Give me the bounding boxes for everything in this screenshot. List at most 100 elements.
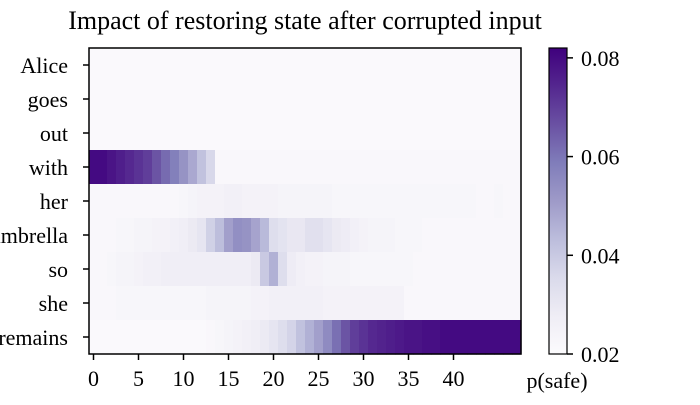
- heatmap-cell: [170, 218, 180, 253]
- heatmap-cell: [467, 320, 477, 355]
- heatmap-cell: [170, 286, 180, 321]
- y-tick-label: so: [48, 257, 68, 282]
- heatmap-cell: [395, 48, 405, 83]
- heatmap-cell: [152, 320, 162, 355]
- heatmap-cell: [323, 252, 333, 287]
- heatmap-cell: [323, 286, 333, 321]
- heatmap-cell: [395, 184, 405, 219]
- heatmap-cell: [215, 320, 225, 355]
- heatmap-cell: [350, 48, 360, 83]
- heatmap-cell: [413, 252, 423, 287]
- heatmap-cell: [278, 48, 288, 83]
- heatmap-cell: [296, 320, 306, 355]
- heatmap-cell: [377, 82, 387, 117]
- heatmap-cell: [341, 116, 351, 151]
- heatmap-cell: [134, 116, 144, 151]
- heatmap-cell: [143, 82, 153, 117]
- heatmap-cell: [125, 184, 135, 219]
- heatmap-cell: [503, 320, 513, 355]
- heatmap-cell: [305, 116, 315, 151]
- heatmap-cell: [512, 184, 522, 219]
- heatmap-cell: [503, 150, 513, 185]
- heatmap-cell: [206, 150, 216, 185]
- heatmap-cell: [314, 150, 324, 185]
- heatmap-cell: [404, 150, 414, 185]
- heatmap-cell: [305, 286, 315, 321]
- heatmap-cell: [413, 320, 423, 355]
- heatmap-cell: [449, 48, 459, 83]
- heatmap-cell: [134, 286, 144, 321]
- heatmap-cell: [512, 116, 522, 151]
- heatmap-cell: [233, 82, 243, 117]
- heatmap-cell: [233, 218, 243, 253]
- heatmap-cell: [143, 218, 153, 253]
- heatmap-cell: [485, 82, 495, 117]
- heatmap-cell: [278, 218, 288, 253]
- heatmap-cell: [233, 184, 243, 219]
- heatmap-cell: [161, 252, 171, 287]
- heatmap-cell: [251, 82, 261, 117]
- heatmap-cell: [107, 320, 117, 355]
- heatmap-cell: [359, 150, 369, 185]
- heatmap-cell: [503, 252, 513, 287]
- heatmap-cell: [431, 116, 441, 151]
- heatmap-cell: [476, 184, 486, 219]
- heatmap-cell: [458, 184, 468, 219]
- heatmap-cell: [125, 48, 135, 83]
- heatmap-cell: [260, 252, 270, 287]
- heatmap-cell: [368, 116, 378, 151]
- heatmap-cell: [260, 82, 270, 117]
- heatmap-cell: [467, 286, 477, 321]
- x-axis: 0 5 10 15 20 25 30 35 40: [88, 354, 465, 391]
- heatmap-cell: [242, 286, 252, 321]
- heatmap-cell: [368, 184, 378, 219]
- heatmap-cell: [359, 218, 369, 253]
- heatmap-cell: [251, 252, 261, 287]
- heatmap-cell: [512, 286, 522, 321]
- heatmap-cell: [485, 150, 495, 185]
- heatmap-cell: [476, 218, 486, 253]
- heatmap-cell: [404, 48, 414, 83]
- heatmap-cell: [395, 320, 405, 355]
- heatmap-cell: [134, 48, 144, 83]
- heatmap-cell: [440, 116, 450, 151]
- heatmap-cell: [440, 150, 450, 185]
- heatmap-cell: [116, 116, 126, 151]
- heatmap-cell: [233, 48, 243, 83]
- heatmap-cell: [305, 218, 315, 253]
- heatmap-cell: [251, 48, 261, 83]
- heatmap-cell: [152, 150, 162, 185]
- heatmap-cell: [359, 252, 369, 287]
- heatmap-cell: [512, 150, 522, 185]
- heatmap-cell: [485, 184, 495, 219]
- heatmap-cell: [449, 286, 459, 321]
- heatmap-cell: [233, 320, 243, 355]
- heatmap-cell: [314, 116, 324, 151]
- colorbar-tick-label: 0.04: [581, 243, 620, 268]
- heatmap-cell: [98, 48, 108, 83]
- heatmap-cell: [152, 82, 162, 117]
- heatmap-cell: [323, 48, 333, 83]
- heatmap-cell: [512, 218, 522, 253]
- heatmap-cell: [152, 184, 162, 219]
- heatmap-cell: [152, 218, 162, 253]
- heatmap-cell: [179, 48, 189, 83]
- heatmap-cell: [449, 252, 459, 287]
- heatmap-cell: [305, 82, 315, 117]
- heatmap-cell: [467, 116, 477, 151]
- heatmap-cell: [179, 82, 189, 117]
- heatmap-cell: [215, 252, 225, 287]
- y-tick-label: Alice: [20, 53, 68, 78]
- heatmap-cell: [116, 286, 126, 321]
- colorbar: 0.02 0.04 0.06 0.08: [548, 46, 620, 367]
- heatmap-cell: [287, 82, 297, 117]
- heatmap-cell: [242, 48, 252, 83]
- heatmap-cell: [422, 150, 432, 185]
- heatmap-cell: [296, 286, 306, 321]
- heatmap-cell: [107, 252, 117, 287]
- heatmap-cell: [179, 320, 189, 355]
- colorbar-tick-label: 0.08: [581, 46, 620, 71]
- colorbar-tick-label: 0.02: [581, 342, 620, 367]
- heatmap-cell: [485, 48, 495, 83]
